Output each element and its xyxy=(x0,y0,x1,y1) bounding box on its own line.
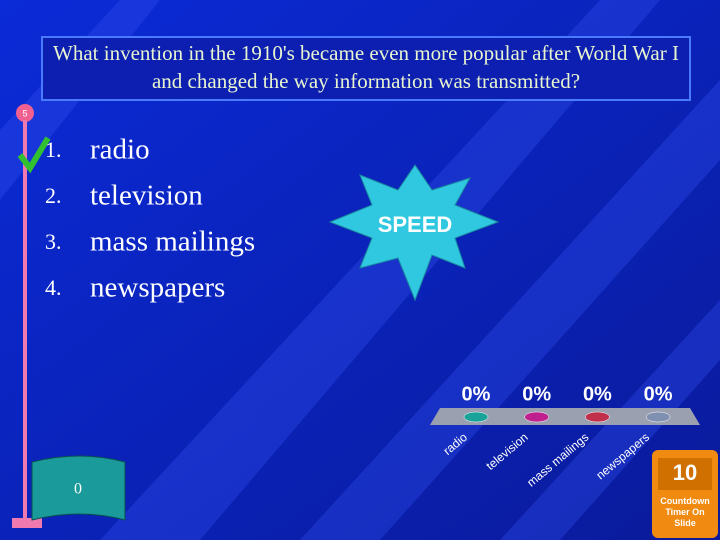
value-label: 0% xyxy=(583,383,612,405)
answer-text: mass mailings xyxy=(90,226,255,258)
burst-label: SPEED xyxy=(378,212,453,237)
checkmark xyxy=(17,136,51,174)
answer-number: 2. xyxy=(45,183,62,208)
count-badge xyxy=(16,104,34,122)
bar-top xyxy=(645,411,671,423)
answer-text: television xyxy=(90,180,203,212)
timer-caption: Countdown Timer On Slide xyxy=(660,496,710,528)
value-label: 0% xyxy=(522,383,551,405)
answer-number: 3. xyxy=(45,229,62,254)
timer-face xyxy=(658,458,712,490)
bar-top xyxy=(524,411,549,423)
title-box xyxy=(41,36,691,101)
answer-list: 1. radio 2. television 3. mass mailings 4. news… xyxy=(45,134,255,304)
answer-text: radio xyxy=(90,134,150,166)
value-label: 0% xyxy=(462,383,491,405)
flag xyxy=(31,455,126,521)
title-wrap: What invention in the 1910's became even… xyxy=(53,41,679,93)
starburst xyxy=(328,164,500,302)
bar-top xyxy=(463,411,489,423)
timer-value: 10 xyxy=(673,460,697,485)
chart-platform xyxy=(430,408,700,425)
answer-number: 1. xyxy=(45,137,62,162)
participant-count: 5 xyxy=(22,108,27,118)
flag-label: 0 xyxy=(74,481,82,498)
pole-base xyxy=(12,518,42,528)
value-label: 0% xyxy=(644,383,673,405)
answer-text: newspapers xyxy=(90,272,225,304)
flag-pole xyxy=(23,120,27,525)
bar-top xyxy=(585,411,610,423)
timer-caption-wrap: Countdown Timer On Slide xyxy=(660,496,710,528)
answer-number: 4. xyxy=(45,275,62,300)
question: What invention in the 1910's became even… xyxy=(53,41,679,93)
